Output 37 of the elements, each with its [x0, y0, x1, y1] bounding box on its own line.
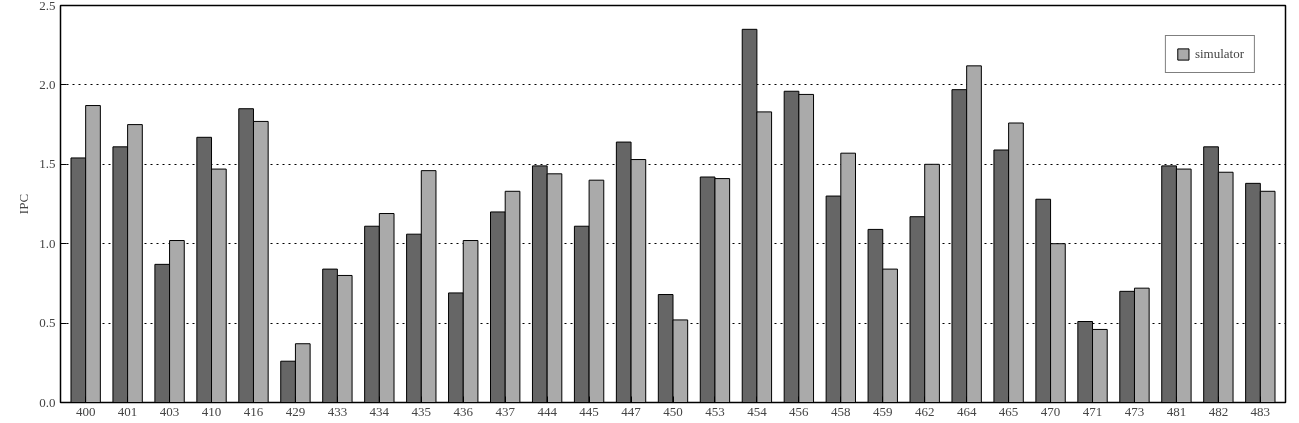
x-tick-label: 447 [621, 403, 642, 419]
y-tick-label: 2.5 [39, 0, 56, 13]
legend-label: simulator [1194, 46, 1244, 62]
x-tick-label: 410 [201, 403, 222, 419]
x-tick-label: 434 [369, 403, 390, 419]
x-tick-label: 450 [663, 403, 683, 419]
y-axis-title: IPC [16, 193, 32, 215]
x-tick-label: 459 [873, 403, 893, 419]
y-tick-label: 0.0 [39, 394, 56, 410]
x-tick-label: 471 [1082, 403, 1103, 419]
y-tick-label: 1.0 [39, 235, 56, 251]
x-tick-label: 458 [831, 403, 851, 419]
x-tick-label: 456 [789, 403, 810, 419]
x-tick-label: 433 [327, 403, 348, 419]
x-tick-label: 436 [453, 403, 474, 419]
x-tick-label: 437 [495, 403, 516, 419]
x-tick-label: 445 [579, 403, 599, 419]
x-tick-label: 444 [537, 403, 558, 419]
x-tick-label: 483 [1250, 403, 1271, 419]
y-tick-label: 1.5 [39, 156, 56, 172]
x-tick-label: 465 [998, 403, 1019, 419]
x-tick-label: 470 [1040, 403, 1061, 419]
x-tick-label: 464 [956, 403, 977, 419]
y-tick-label: 0.5 [39, 315, 56, 331]
x-tick-label: 462 [914, 403, 935, 419]
x-tick-label: 416 [243, 403, 264, 419]
x-tick-label: 453 [705, 403, 725, 419]
x-tick-label: 473 [1124, 403, 1145, 419]
x-tick-label: 429 [285, 403, 306, 419]
x-tick-label: 435 [411, 403, 432, 419]
x-tick-label: 454 [747, 403, 768, 419]
x-tick-label: 403 [159, 403, 180, 419]
x-tick-label: 401 [117, 403, 138, 419]
x-tick-label: 482 [1208, 403, 1229, 419]
y-tick-label: 2.0 [39, 76, 56, 92]
x-tick-label: 481 [1166, 403, 1187, 419]
x-tick-label: 400 [75, 403, 96, 419]
